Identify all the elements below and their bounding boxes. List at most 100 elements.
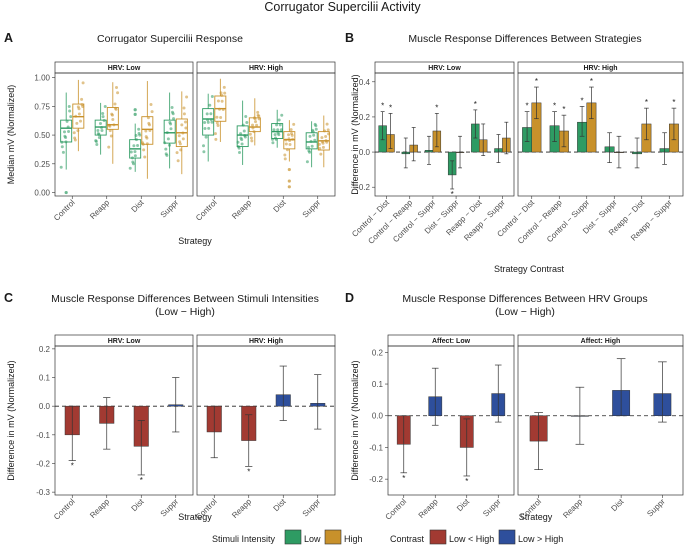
box-point [169, 127, 173, 131]
y-tick-label: 0.2 [39, 345, 51, 354]
box-point [236, 140, 240, 144]
box-point [165, 153, 169, 157]
y-tick-label: 0.50 [34, 131, 50, 140]
legend-swatch-high [324, 529, 342, 545]
y-tick-label: 0.00 [34, 189, 50, 198]
x-tick-label: Dist [609, 497, 626, 514]
y-axis-label: Median mV (Normalized) [6, 85, 16, 185]
box-point [250, 139, 254, 143]
box-point [278, 123, 282, 127]
box-point [311, 130, 315, 134]
box-point [237, 146, 241, 150]
box-point [148, 128, 152, 132]
box-point [214, 137, 218, 141]
box-point [273, 133, 277, 137]
box-point [164, 147, 168, 151]
box-point [67, 105, 71, 109]
box-point [284, 138, 288, 142]
box-point [271, 141, 275, 145]
significance-star: * [474, 100, 477, 109]
box-point [209, 112, 213, 116]
box-point [256, 110, 260, 114]
box-point [237, 151, 241, 155]
box-point [132, 144, 136, 148]
box-point [283, 153, 287, 157]
significance-star: * [71, 462, 74, 471]
facet-frame [387, 345, 515, 496]
facet: Affect: Low Control Reapp Dist Suppr * * [384, 334, 515, 522]
significance-star: * [590, 77, 593, 86]
box-high [106, 82, 120, 164]
box-point [288, 139, 292, 143]
box-point [207, 126, 211, 130]
x-tick-label: Suppr [159, 497, 181, 519]
box-point [77, 112, 81, 116]
significance-star: * [435, 103, 438, 112]
y-tick-label: 0.75 [34, 102, 50, 111]
x-axis-label: Strategy [178, 236, 212, 246]
facet-label: HRV: High [249, 65, 283, 72]
box-point [218, 107, 222, 111]
facet-label: HRV: High [583, 65, 617, 72]
x-tick-label: Suppr [645, 497, 667, 519]
x-tick-label: Reapp [230, 198, 253, 221]
box-point [272, 128, 276, 132]
main-title: Corrugator Supercilii Activity [264, 0, 421, 14]
box-low [271, 109, 284, 148]
y-tick-label: 0.2 [359, 113, 371, 122]
facet-label: Affect: High [581, 338, 621, 345]
box-point [206, 120, 210, 124]
box-point [101, 115, 105, 119]
box-point [116, 91, 120, 95]
box-point [209, 118, 213, 122]
y-tick-label: 1.00 [34, 74, 50, 83]
legend-stimuli-title: Stimuli Intensity [212, 534, 276, 544]
box-point [325, 122, 329, 126]
chart-subtitle: (Low − High) [495, 306, 555, 318]
x-tick-label: Dist [272, 198, 289, 215]
box-point [65, 119, 69, 123]
box-point [141, 142, 145, 146]
y-tick-label: 0.1 [39, 374, 51, 383]
box-point [248, 132, 252, 136]
legend-label-low-lt-high: Low < High [449, 534, 494, 544]
box-low [128, 108, 142, 172]
box-outlier [287, 185, 291, 189]
box-high [317, 115, 331, 168]
box-point [255, 123, 259, 127]
box-low [236, 100, 249, 165]
box-point [242, 129, 246, 133]
x-axis-label: Strategy Contrast [494, 264, 565, 274]
facet-frame [54, 72, 194, 197]
box-point [324, 135, 328, 139]
facet-label: HRV: Low [108, 65, 141, 72]
y-tick-label: -0.2 [36, 459, 50, 468]
significance-star: * [562, 105, 565, 114]
box-point [134, 133, 138, 137]
box-point [314, 127, 318, 131]
box-point [176, 159, 180, 163]
box-point [75, 121, 79, 125]
box-point [62, 130, 66, 134]
box-point [81, 81, 85, 85]
box-point [136, 143, 140, 147]
box-point [98, 122, 102, 126]
box-body [163, 119, 176, 144]
box-point [94, 139, 98, 143]
box-point [245, 120, 249, 124]
box-point [205, 112, 209, 116]
x-tick-label: Dist [130, 198, 147, 215]
box-point [68, 109, 72, 113]
box-point [310, 144, 314, 148]
x-axis-label: Strategy [178, 512, 212, 522]
box-point [257, 114, 261, 118]
box-point [202, 144, 206, 148]
legend: Stimuli Intensity Low High Contrast Low … [212, 529, 563, 545]
y-tick-label: 0.2 [372, 348, 384, 357]
box-point [171, 112, 175, 116]
box-low [94, 102, 107, 155]
box-outlier [287, 167, 291, 172]
box-point [131, 162, 135, 166]
